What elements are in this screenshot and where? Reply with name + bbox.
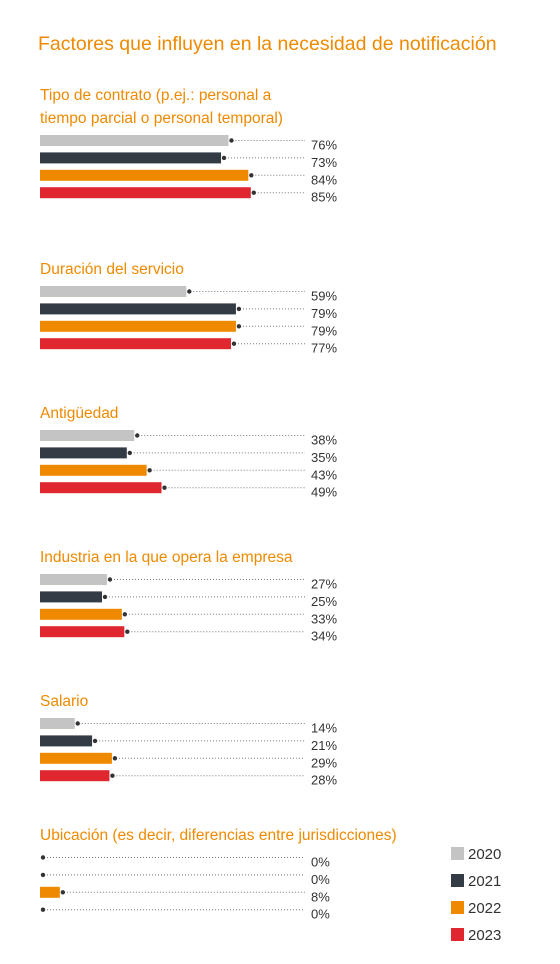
bar-end-dot: [229, 138, 234, 143]
value-label: 79%: [311, 306, 337, 321]
value-label: 35%: [311, 450, 337, 465]
bar-end-dot: [112, 756, 118, 761]
bar-2023: [40, 626, 125, 638]
bar-end-dot: [236, 324, 242, 329]
value-label: 0%: [311, 907, 330, 922]
bar-end-dot: [125, 629, 130, 634]
bar-2023: [40, 338, 231, 350]
bar-2021: [40, 152, 222, 164]
value-label: 34%: [311, 629, 337, 644]
bar-end-dot: [249, 173, 254, 178]
bar-group: Tipo de contrato (p.ej.: personal a tiemp…: [40, 87, 337, 205]
value-label: 79%: [311, 323, 337, 338]
bar-2021: [40, 303, 236, 315]
bar-end-dot: [110, 773, 115, 778]
chart-title: Factores que influyen en la necesidad de…: [38, 33, 497, 55]
bar-2021: [40, 735, 93, 747]
value-label: 33%: [311, 611, 337, 626]
group-label: tiempo parcial o personal temporal): [40, 110, 283, 127]
bar-end-dot: [75, 721, 80, 726]
group-label: Tipo de contrato (p.ej.: personal a: [40, 87, 272, 104]
bar-group: Salario 14% 21% 29% 28%: [40, 693, 337, 788]
value-label: 28%: [311, 773, 337, 788]
bar-groups: Tipo de contrato (p.ej.: personal a tiemp…: [40, 87, 397, 922]
legend-swatch-2023: [451, 928, 464, 941]
value-label: 8%: [311, 889, 330, 904]
legend-label-2022: 2022: [468, 900, 501, 917]
value-label: 43%: [311, 467, 337, 482]
bar-end-dot: [40, 855, 46, 860]
bar-end-dot: [162, 485, 167, 490]
legend-swatch-2022: [451, 901, 464, 914]
value-label: 85%: [311, 190, 337, 205]
value-label: 59%: [311, 289, 337, 304]
bar-end-dot: [147, 468, 152, 473]
bar-group: Antigüedad 38% 35% 43% 49%: [40, 405, 337, 500]
bar-2021: [40, 591, 102, 603]
bar-end-dot: [92, 738, 98, 744]
bar-end-dot: [251, 190, 256, 195]
legend-swatch-2021: [451, 874, 464, 887]
bar-2020: [40, 574, 107, 585]
group-label: Ubicación (es decir, diferencias entre j…: [40, 827, 397, 844]
legend: 2020 2021 2022 2023: [451, 846, 501, 944]
bar-2022: [40, 464, 147, 476]
bar-end-dot: [236, 306, 242, 312]
bar-group: Ubicación (es decir, diferencias entre j…: [40, 827, 397, 922]
legend-swatch-2020: [451, 847, 464, 860]
value-label: 29%: [311, 755, 337, 770]
bar-2022: [40, 320, 236, 332]
value-label: 0%: [311, 855, 330, 870]
value-label: 38%: [311, 433, 337, 448]
bar-end-dot: [40, 872, 46, 878]
legend-label-2021: 2021: [468, 873, 501, 890]
bar-end-dot: [60, 890, 66, 895]
bar-group: Industria en la que opera la empresa 27% 2…: [40, 549, 337, 644]
bar-end-dot: [107, 577, 113, 582]
value-label: 27%: [311, 577, 337, 592]
bar-2020: [40, 286, 187, 297]
group-label: Salario: [40, 693, 88, 710]
group-label: Industria en la que opera la empresa: [40, 549, 293, 566]
group-label: Duración del servicio: [40, 261, 184, 278]
bar-2023: [40, 482, 162, 494]
value-label: 25%: [311, 594, 337, 609]
bar-2022: [40, 886, 60, 898]
bar-end-dot: [122, 612, 128, 617]
group-label: Antigüedad: [40, 405, 118, 422]
bar-2021: [40, 447, 127, 459]
bar-end-dot: [187, 289, 192, 294]
value-label: 0%: [311, 872, 330, 887]
bar-2020: [40, 718, 75, 729]
value-label: 77%: [311, 341, 337, 356]
bar-end-dot: [231, 341, 237, 346]
bar-2022: [40, 169, 249, 181]
value-label: 84%: [311, 172, 337, 187]
value-label: 21%: [311, 738, 337, 753]
bar-end-dot: [221, 155, 227, 161]
bar-2020: [40, 430, 135, 441]
value-label: 76%: [311, 138, 337, 153]
legend-label-2023: 2023: [468, 927, 501, 944]
bar-2023: [40, 187, 251, 199]
value-label: 73%: [311, 155, 337, 170]
bar-2022: [40, 608, 122, 620]
bar-2020: [40, 135, 229, 146]
value-label: 14%: [311, 721, 337, 736]
bar-end-dot: [127, 450, 132, 456]
legend-label-2020: 2020: [468, 846, 501, 863]
value-label: 49%: [311, 485, 337, 500]
bar-group: Duración del servicio 59% 79% 79% 77%: [40, 261, 337, 356]
bar-2023: [40, 770, 110, 782]
bar-end-dot: [102, 594, 108, 600]
bar-2022: [40, 752, 112, 764]
bar-end-dot: [40, 907, 46, 912]
bar-end-dot: [135, 433, 140, 438]
